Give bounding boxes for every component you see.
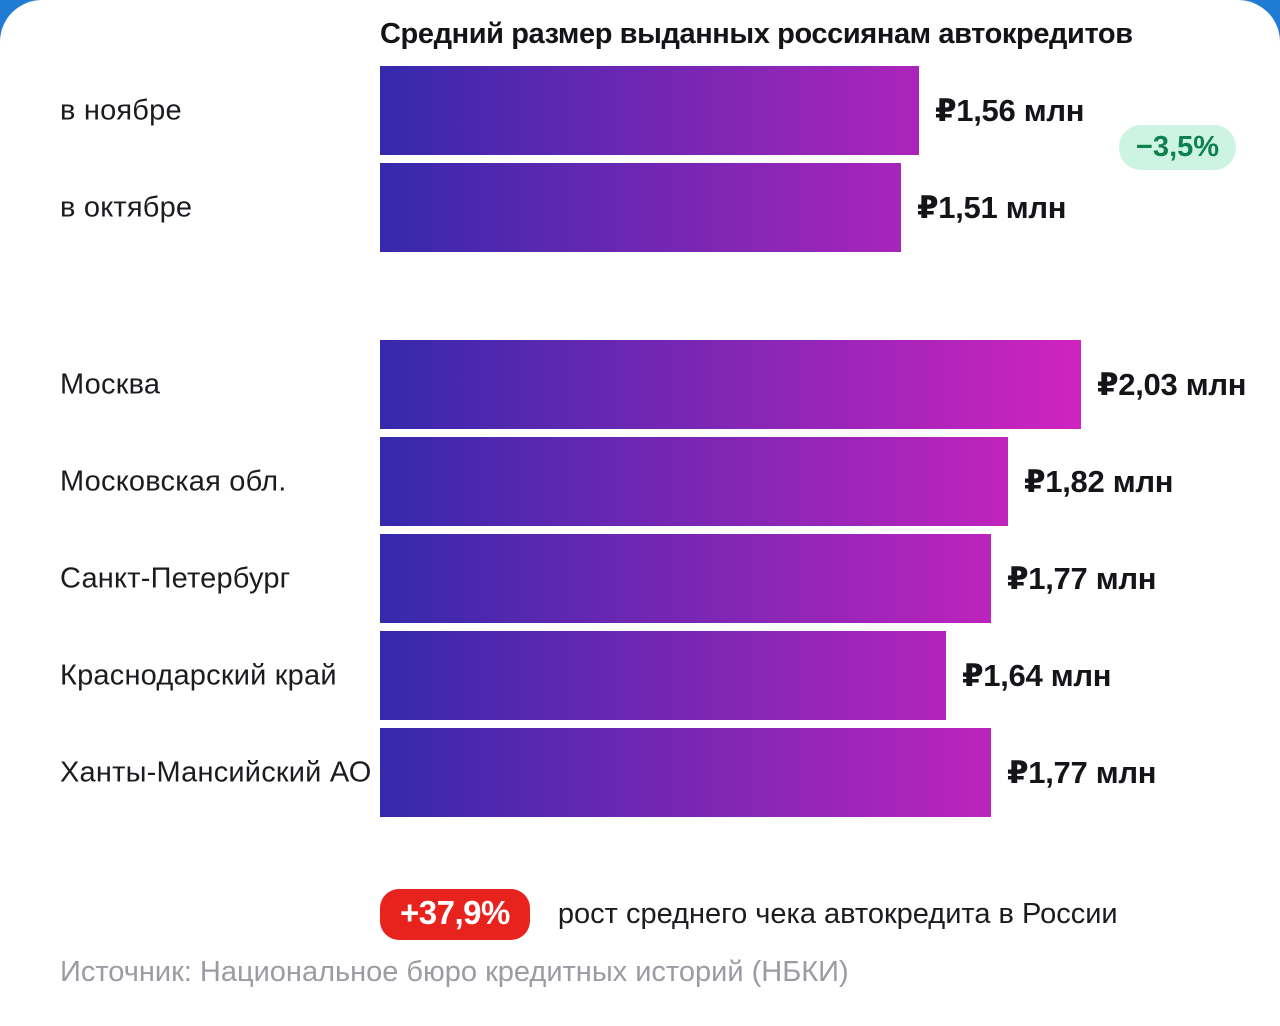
bar-november	[380, 66, 919, 155]
bar-value-label: ₽1,77 млн	[1007, 560, 1157, 596]
bar-value-label: ₽1,51 млн	[917, 189, 1067, 225]
monthly-change-badge: −3,5%	[1119, 125, 1237, 170]
bar-category-label: Санкт-Петербург	[60, 562, 291, 594]
bar-track: ₽1,56 млн	[380, 66, 1084, 155]
growth-caption: рост среднего чека автокредита в России	[557, 897, 1118, 930]
bar-moscow	[380, 340, 1081, 429]
bar-value-label: ₽1,56 млн	[935, 92, 1085, 128]
bar-saint-petersburg	[380, 534, 991, 623]
bar-track: ₽2,03 млн	[380, 340, 1246, 429]
bar-row-november: в ноябре ₽1,56 млн	[0, 66, 1280, 155]
bar-value-label: ₽1,77 млн	[1007, 754, 1157, 790]
bar-row-moscow: Москва ₽2,03 млн	[0, 340, 1280, 429]
bar-category-label: в октябре	[60, 191, 193, 223]
bar-row-october: в октябре ₽1,51 млн	[0, 163, 1280, 252]
bar-october	[380, 163, 901, 252]
growth-summary: +37,9% рост среднего чека автокредита в …	[380, 888, 1118, 940]
bar-row-khanty-mansi: Ханты-Мансийский АО ₽1,77 млн	[0, 728, 1280, 817]
bar-track: ₽1,64 млн	[380, 631, 1111, 720]
bar-track: ₽1,51 млн	[380, 163, 1066, 252]
bar-category-label: в ноябре	[60, 94, 182, 126]
bar-row-saint-petersburg: Санкт-Петербург ₽1,77 млн	[0, 534, 1280, 623]
bar-khanty-mansi	[380, 728, 991, 817]
bar-category-label: Краснодарский край	[60, 659, 337, 691]
bar-track: ₽1,77 млн	[380, 534, 1156, 623]
bar-krasnodar	[380, 631, 946, 720]
bar-value-label: ₽1,82 млн	[1024, 463, 1174, 499]
source-attribution: Источник: Национальное бюро кредитных ис…	[60, 956, 849, 988]
bar-moscow-region	[380, 437, 1008, 526]
bar-category-label: Московская обл.	[60, 465, 287, 497]
total-growth-badge: +37,9%	[380, 888, 530, 940]
bar-row-krasnodar: Краснодарский край ₽1,64 млн	[0, 631, 1280, 720]
bar-track: ₽1,82 млн	[380, 437, 1173, 526]
bar-category-label: Москва	[60, 368, 161, 400]
bar-value-label: ₽1,64 млн	[962, 657, 1112, 693]
chart-title: Средний размер выданных россиянам автокр…	[380, 18, 1133, 50]
bar-value-label: ₽2,03 млн	[1097, 366, 1247, 402]
bar-category-label: Ханты-Мансийский АО	[60, 756, 372, 788]
bar-track: ₽1,77 млн	[380, 728, 1156, 817]
bar-row-moscow-region: Московская обл. ₽1,82 млн	[0, 437, 1280, 526]
